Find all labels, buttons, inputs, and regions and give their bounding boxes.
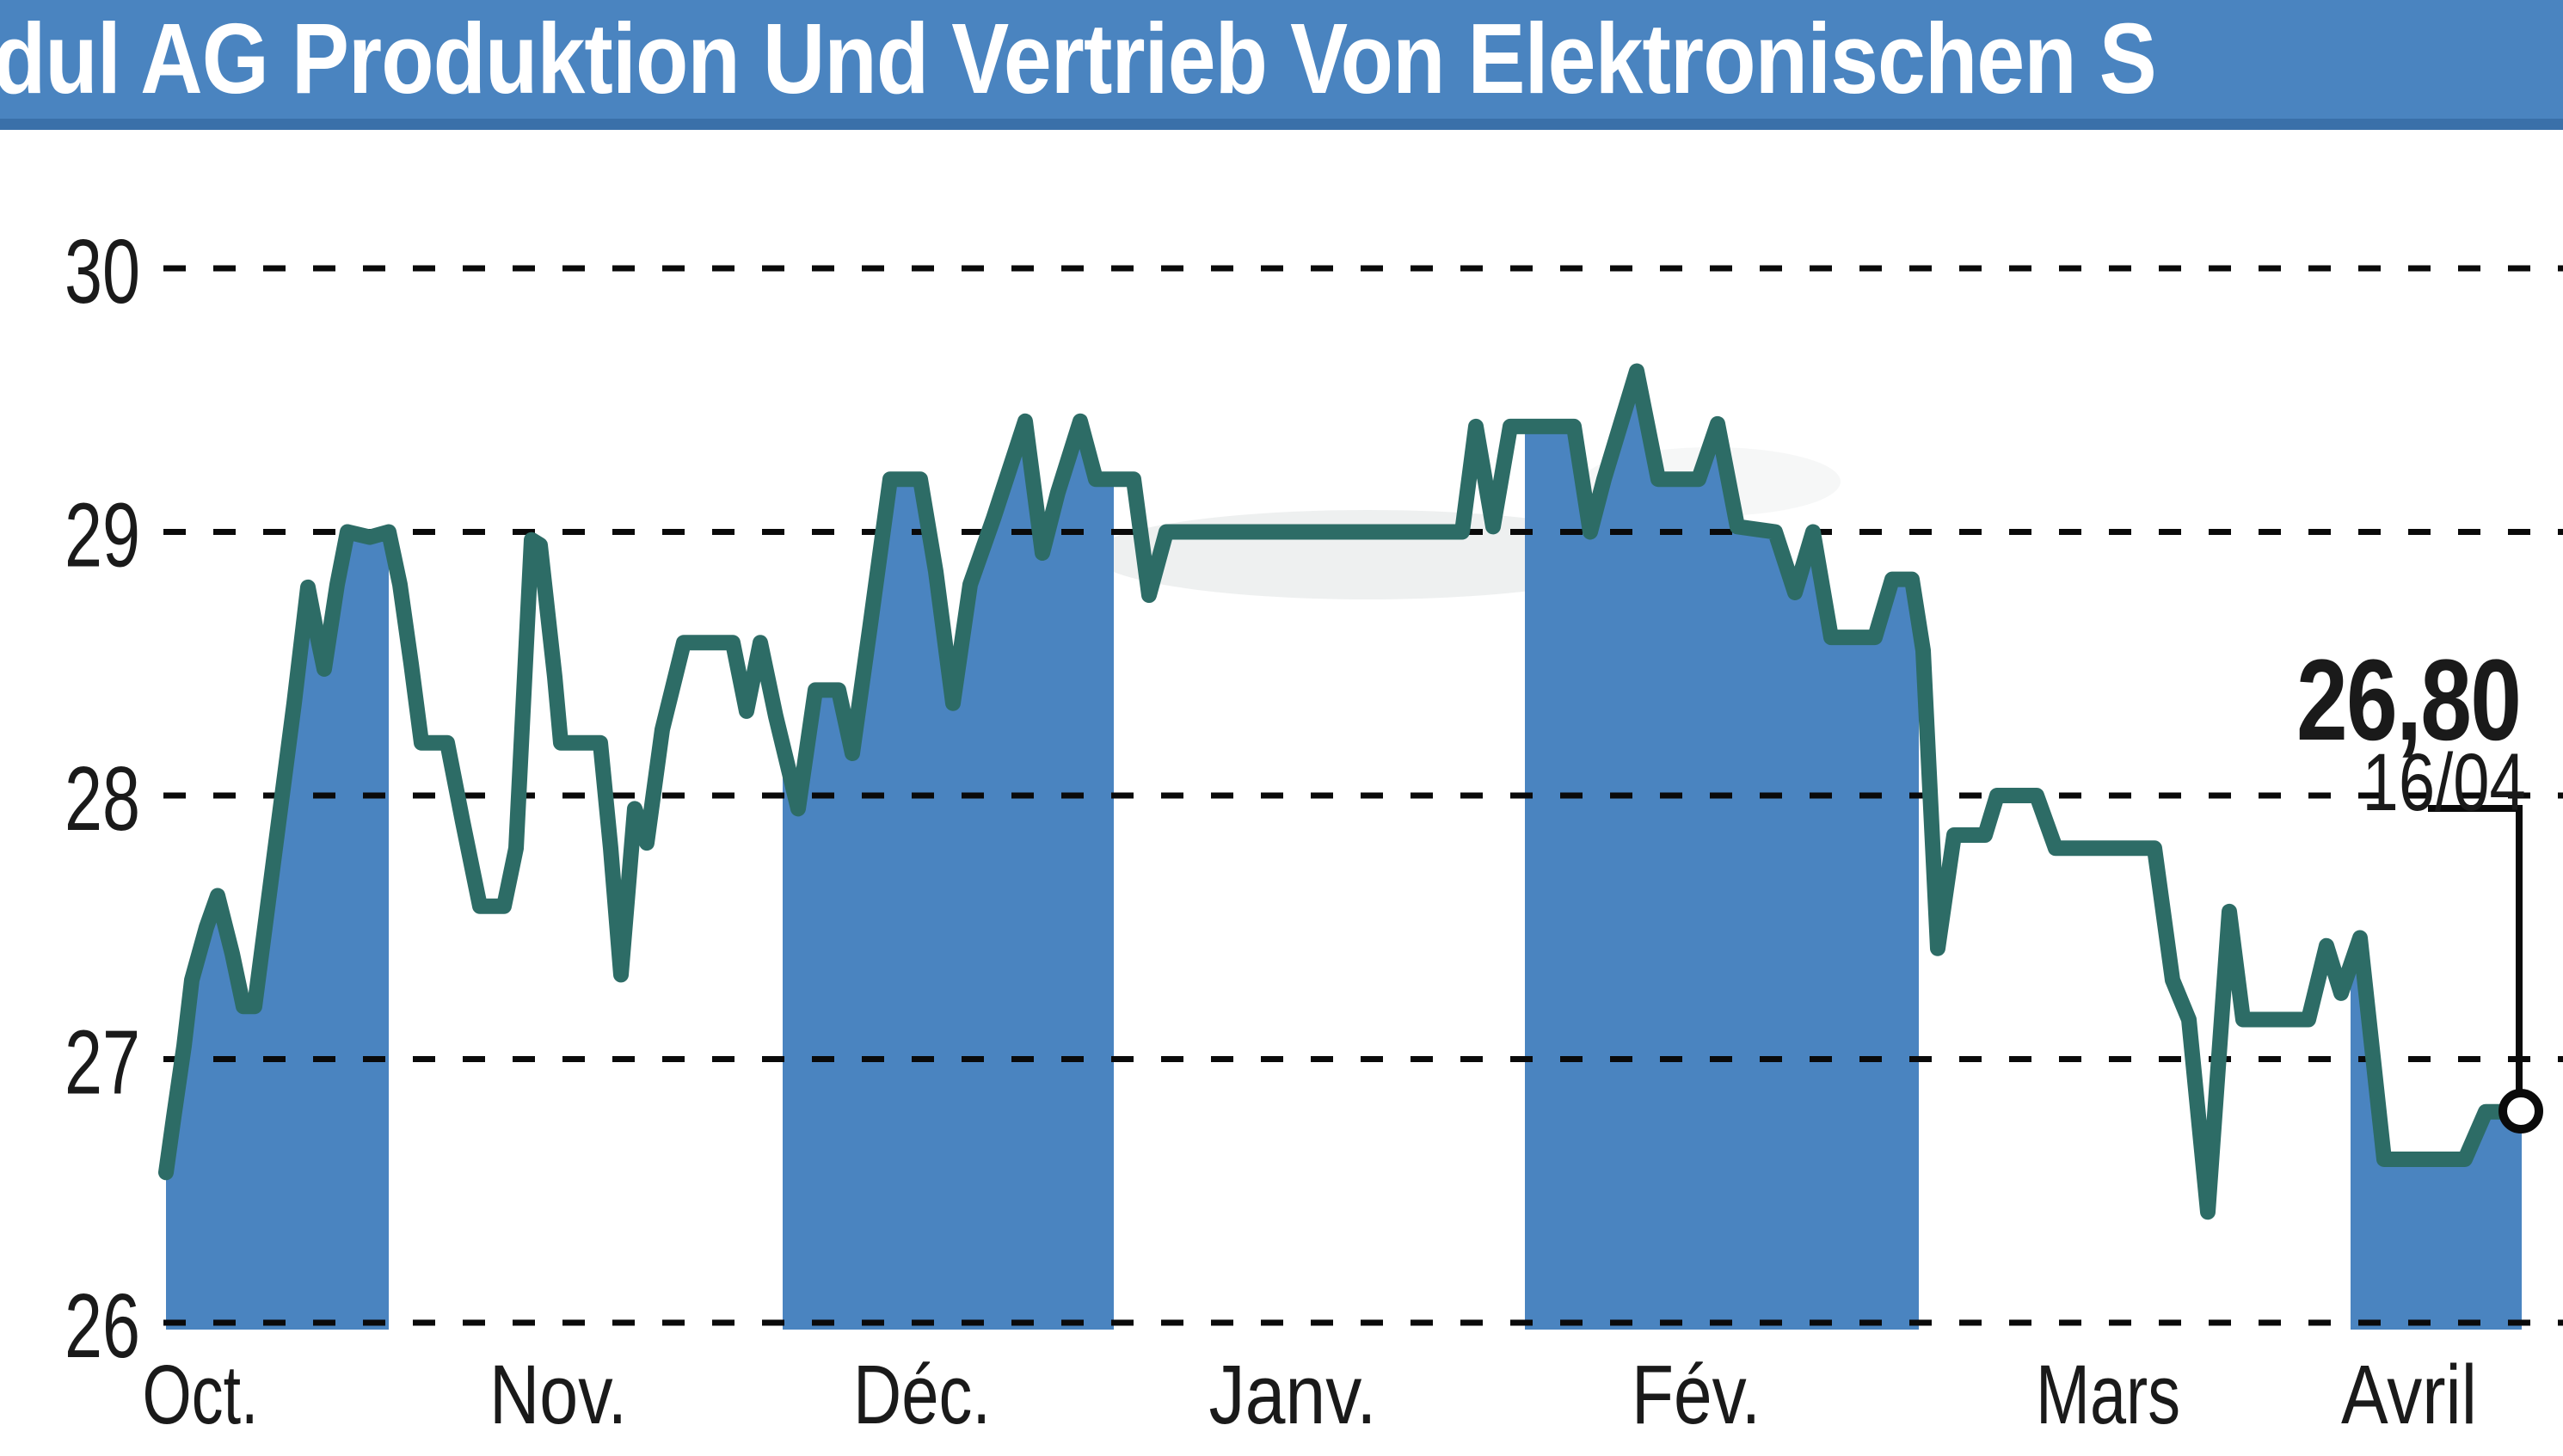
header-bar: dul AG Produktion Und Vertrieb Von Elekt… (0, 0, 2563, 119)
current-price-label: 26,80 (2296, 636, 2522, 765)
x-month-label-Janv: Janv. (1209, 1348, 1377, 1441)
current-date-label: 16/04 (2362, 737, 2526, 828)
y-tick-label-28: 28 (65, 748, 140, 850)
y-tick-label-30: 30 (65, 221, 140, 323)
last-price-marker (2498, 1089, 2543, 1133)
callout-line (2428, 805, 2523, 1090)
x-month-label-Mars: Mars (2036, 1348, 2180, 1441)
x-month-label-Dc: Déc. (853, 1348, 991, 1441)
y-tick-label-27: 27 (65, 1012, 140, 1114)
price-line (158, 363, 2529, 1220)
x-month-label-Oct: Oct. (143, 1348, 259, 1441)
price-callout-pointer (2428, 805, 2543, 1133)
y-tick-label-26: 26 (65, 1275, 140, 1377)
y-tick-label-29: 29 (65, 485, 140, 587)
price-line-path (158, 363, 2529, 1220)
stock-title: dul AG Produktion Und Vertrieb Von Elekt… (0, 3, 2157, 114)
x-month-label-Avril: Avril (2341, 1348, 2477, 1441)
x-month-label-Nov: Nov. (489, 1348, 627, 1441)
x-month-label-Fv: Fév. (1632, 1348, 1761, 1441)
header-underline (0, 119, 2563, 130)
